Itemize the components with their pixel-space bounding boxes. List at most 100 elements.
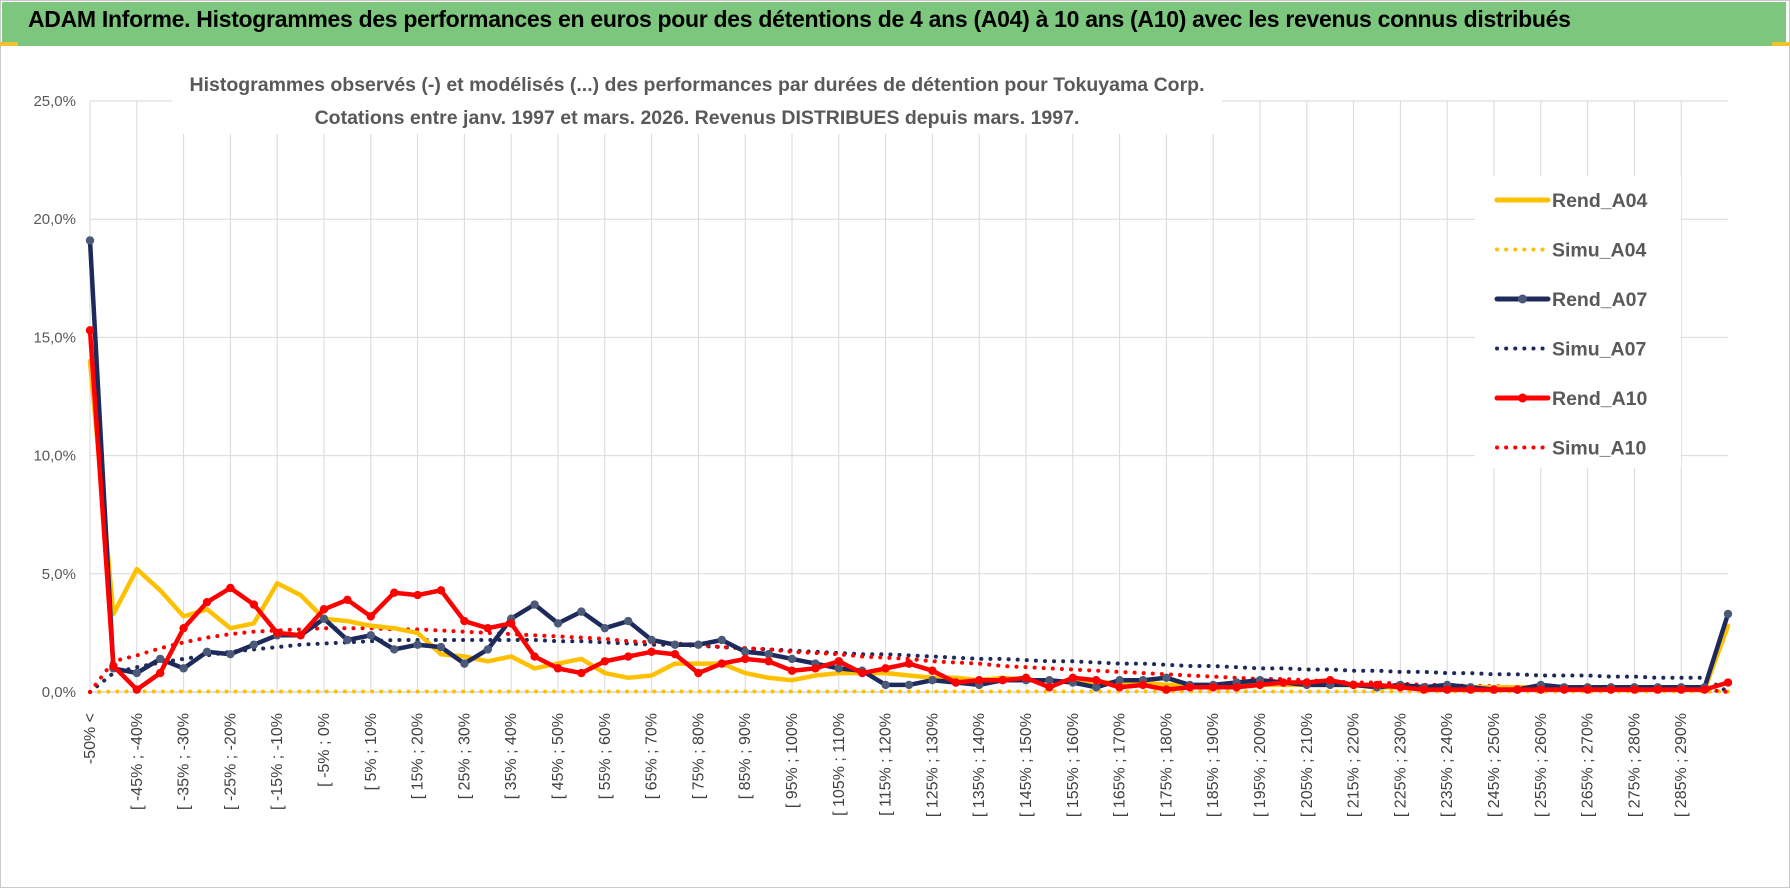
data-point (319, 605, 329, 614)
data-point (507, 619, 516, 628)
data-point (366, 631, 375, 640)
legend-label: Simu_A07 (1552, 339, 1646, 361)
data-point (1466, 685, 1475, 694)
banner-accent-left (0, 42, 18, 46)
data-point (1443, 685, 1452, 694)
data-point (577, 668, 586, 678)
data-point (132, 668, 141, 678)
data-point (436, 586, 446, 595)
data-point (226, 583, 235, 593)
x-tick-label: [ -45% ; -40% (129, 713, 146, 810)
data-point (156, 654, 165, 664)
x-tick-label: [ 65% ; 70% (644, 713, 661, 799)
data-point (1489, 685, 1499, 694)
series-group (85, 236, 1733, 694)
data-point (553, 664, 563, 673)
data-point (1115, 675, 1124, 685)
data-point (553, 619, 563, 628)
data-point (390, 645, 399, 654)
data-point (904, 659, 914, 668)
data-point (1349, 680, 1358, 690)
legend-label: Rend_A07 (1552, 289, 1647, 311)
x-tick-label: [ 165% ; 170% (1112, 713, 1129, 817)
x-tick-label: [ 265% ; 270% (1580, 713, 1597, 817)
data-point (717, 635, 726, 645)
data-point (343, 595, 352, 605)
legend-label: Rend_A10 (1552, 388, 1648, 410)
data-point (1092, 683, 1101, 692)
x-tick-label: -50% < (82, 713, 99, 764)
data-point (764, 657, 773, 666)
data-point (1372, 680, 1382, 690)
data-point (483, 623, 492, 633)
data-point (249, 640, 258, 649)
data-point (156, 668, 165, 678)
x-tick-label: [ 255% ; 260% (1533, 713, 1550, 817)
data-point (600, 623, 609, 633)
data-point (249, 600, 258, 609)
legend-label: Rend_A04 (1552, 190, 1648, 212)
data-point (296, 631, 305, 640)
data-point (1138, 680, 1148, 690)
data-point (577, 607, 586, 616)
data-point (858, 668, 867, 678)
series-line-simu-a10 (88, 626, 1730, 694)
data-point (1115, 683, 1124, 692)
data-point (1513, 685, 1522, 694)
y-tick-label: 25,0% (33, 93, 76, 110)
data-point (741, 647, 750, 657)
data-point (85, 326, 95, 335)
data-point (1723, 678, 1733, 687)
data-point (811, 664, 820, 673)
data-point (1583, 685, 1592, 694)
data-point (787, 654, 797, 664)
data-point (343, 635, 352, 645)
data-point (273, 628, 282, 638)
data-point (366, 612, 375, 621)
data-point (928, 675, 937, 685)
data-point (904, 680, 914, 690)
data-point (928, 666, 937, 675)
y-tick-label: 10,0% (33, 448, 76, 465)
data-point (1630, 685, 1639, 694)
x-tick-label: [ 245% ; 250% (1486, 713, 1503, 817)
data-point (1092, 675, 1101, 685)
data-point (1700, 685, 1709, 694)
data-point (834, 657, 843, 666)
data-point (530, 652, 539, 661)
data-point (1232, 683, 1241, 692)
data-point (1653, 685, 1663, 694)
data-point (787, 666, 797, 675)
data-point (647, 647, 656, 657)
y-tick-label: 20,0% (33, 211, 76, 228)
x-tick-label: [ 145% ; 150% (1018, 713, 1035, 817)
data-point (319, 614, 329, 623)
data-point (1723, 609, 1733, 619)
data-point (179, 623, 188, 633)
data-point (1045, 675, 1054, 685)
x-tick-label: [ 125% ; 130% (924, 713, 941, 817)
data-point (1302, 678, 1312, 687)
data-point (600, 657, 609, 666)
title-banner (2, 2, 1786, 46)
x-tick-label: [ -25% ; -20% (222, 713, 239, 810)
data-point (179, 664, 188, 673)
data-point (109, 661, 118, 671)
x-tick-label: [ 195% ; 200% (1252, 713, 1269, 817)
x-tick-label: [ 5% ; 10% (363, 713, 380, 790)
data-point (647, 635, 656, 645)
data-point (436, 642, 446, 652)
data-point (1045, 683, 1054, 692)
x-tick-label: [ 205% ; 210% (1299, 713, 1316, 817)
data-point (202, 647, 212, 657)
chart-title: Histogrammes observés (-) et modélisés (… (190, 74, 1205, 96)
data-point (226, 649, 235, 659)
data-point (1209, 683, 1218, 692)
data-point (764, 649, 773, 659)
data-point (1068, 673, 1078, 683)
x-tick-label: [ 35% ; 40% (503, 713, 520, 799)
data-point (670, 649, 680, 659)
legend-label: Simu_A10 (1552, 438, 1646, 460)
data-point (1419, 685, 1429, 694)
y-tick-label: 15,0% (33, 329, 76, 346)
